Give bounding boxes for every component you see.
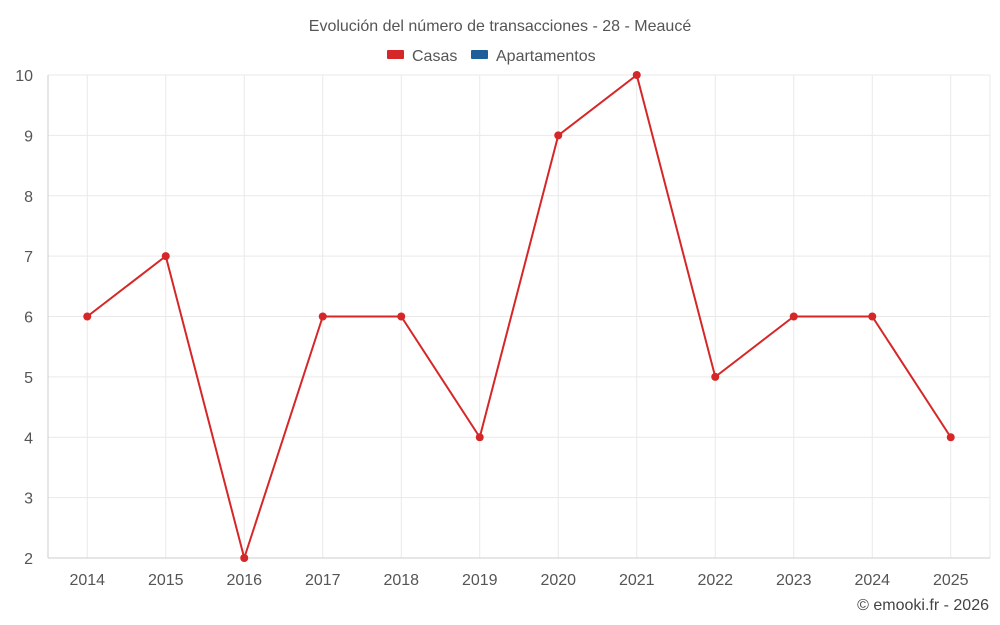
legend-label-apartamentos[interactable]: Apartamentos bbox=[496, 48, 596, 65]
data-point[interactable] bbox=[318, 312, 327, 321]
x-tick-label: 2023 bbox=[776, 572, 812, 589]
x-tick-label: 2021 bbox=[619, 572, 655, 589]
data-point[interactable] bbox=[240, 554, 249, 562]
legend-label-casas[interactable]: Casas bbox=[412, 48, 457, 65]
y-tick-label: 8 bbox=[24, 189, 33, 206]
x-tick-label: 2019 bbox=[462, 572, 498, 589]
legend-swatch-casas[interactable] bbox=[387, 50, 404, 59]
series-layer bbox=[83, 71, 955, 562]
data-point[interactable] bbox=[161, 252, 170, 261]
data-point[interactable] bbox=[946, 433, 955, 442]
data-point[interactable] bbox=[711, 372, 720, 381]
axes bbox=[47, 75, 990, 559]
data-point[interactable] bbox=[789, 312, 798, 321]
data-point[interactable] bbox=[554, 131, 563, 140]
x-tick-label: 2018 bbox=[383, 572, 419, 589]
x-tick-label: 2020 bbox=[540, 572, 576, 589]
x-tick-label: 2014 bbox=[69, 572, 105, 589]
y-tick-label: 3 bbox=[24, 491, 33, 508]
x-tick-label: 2025 bbox=[933, 572, 969, 589]
data-point[interactable] bbox=[868, 312, 877, 321]
legend-swatch-apartamentos[interactable] bbox=[471, 50, 488, 59]
data-point[interactable] bbox=[397, 312, 406, 321]
legend: Casas Apartamentos bbox=[387, 48, 596, 65]
x-tick-label: 2022 bbox=[697, 572, 733, 589]
x-tick-label: 2024 bbox=[854, 572, 890, 589]
data-point[interactable] bbox=[475, 433, 484, 442]
series-line-casas[interactable] bbox=[86, 74, 952, 559]
y-tick-label: 9 bbox=[24, 128, 33, 145]
x-tick-label: 2017 bbox=[305, 572, 341, 589]
x-axis-ticks: 2014 2015 2016 2017 2018 2019 2020 2021 2022 2023… bbox=[69, 572, 968, 589]
y-tick-label: 7 bbox=[24, 249, 33, 266]
x-tick-label: 2015 bbox=[148, 572, 184, 589]
y-tick-label: 10 bbox=[15, 68, 33, 85]
chart-title: Evolución del número de transacciones - … bbox=[309, 18, 692, 35]
y-tick-label: 2 bbox=[24, 551, 33, 568]
y-axis-ticks: 2 3 4 5 6 7 8 9 10 bbox=[15, 68, 33, 568]
y-tick-label: 6 bbox=[24, 310, 33, 327]
data-point[interactable] bbox=[632, 71, 641, 79]
y-tick-label: 5 bbox=[24, 370, 33, 387]
y-tick-label: 4 bbox=[24, 430, 33, 447]
x-tick-label: 2016 bbox=[226, 572, 262, 589]
credit-text: © emooki.fr - 2026 bbox=[857, 597, 989, 614]
data-point[interactable] bbox=[83, 312, 92, 321]
